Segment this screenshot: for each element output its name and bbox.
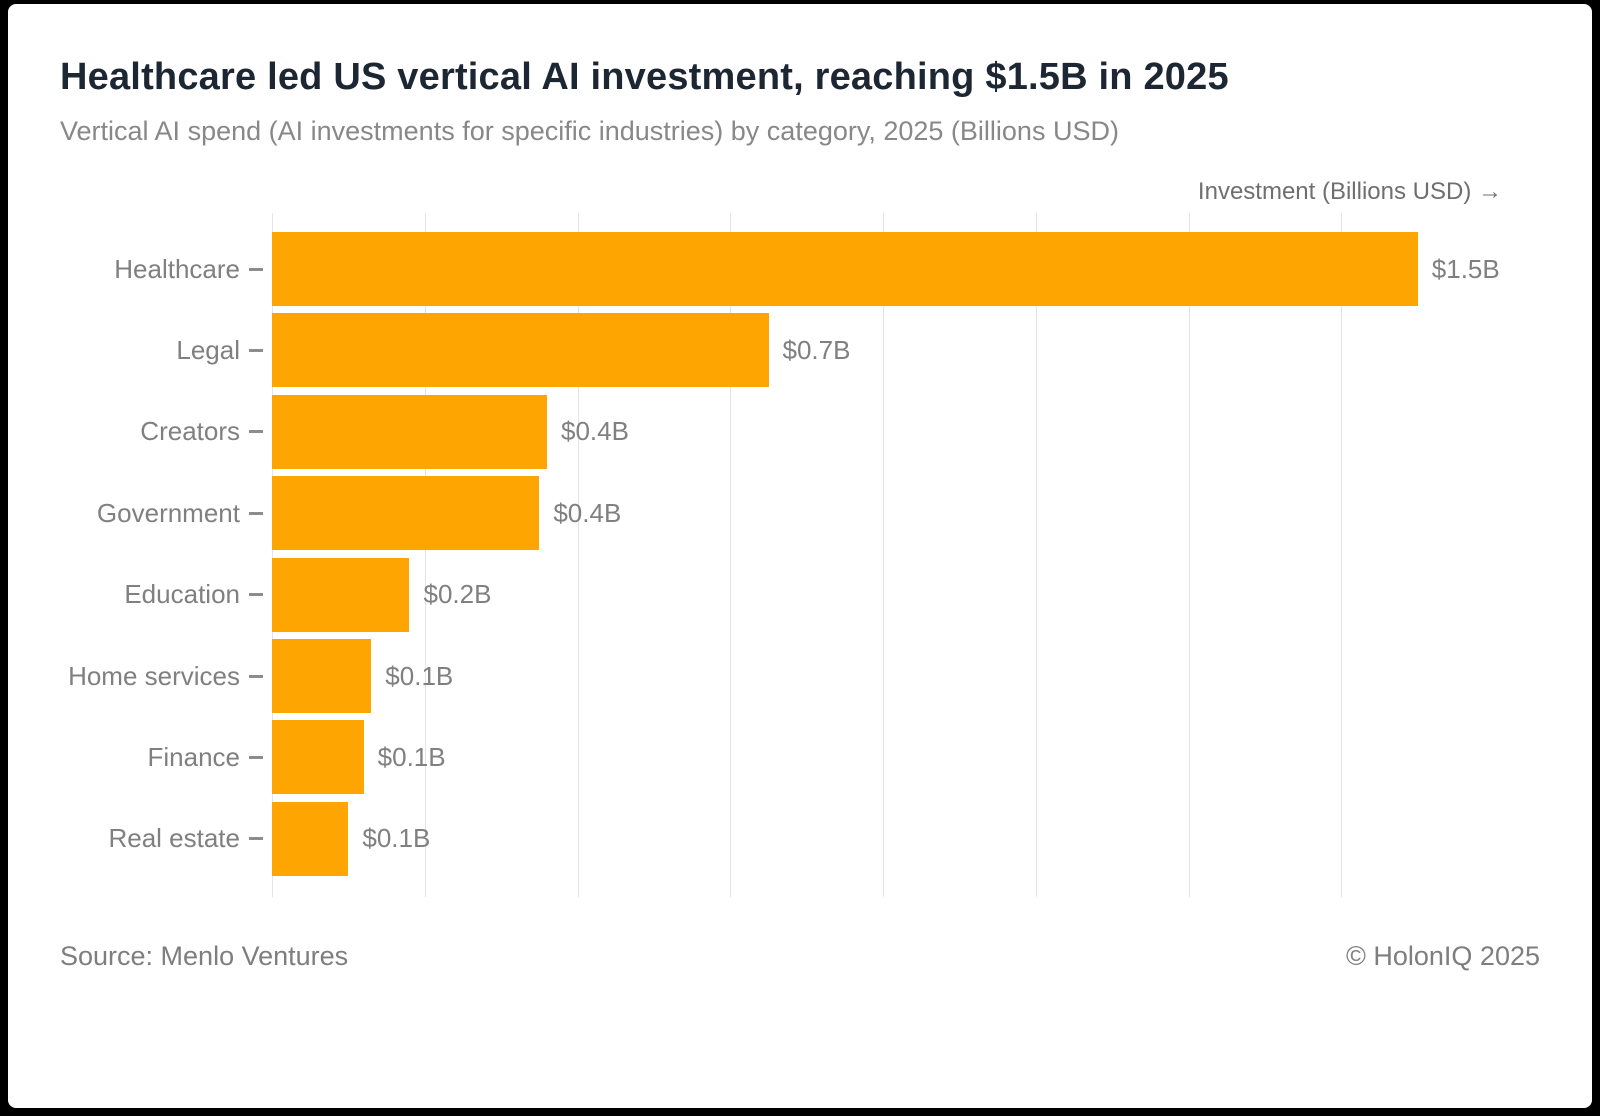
bar-row: Home services $0.1B <box>60 635 1540 716</box>
bar-area: $1.5B <box>272 228 1540 309</box>
plot-area: Healthcare $1.5B Legal $0.7B Creators $0.4B Go… <box>60 213 1540 898</box>
gridline-layer <box>272 213 1540 898</box>
category-label: Home services <box>68 660 240 691</box>
category-label: Legal <box>176 334 240 365</box>
gridline <box>1188 213 1190 898</box>
category-label: Education <box>124 579 240 610</box>
category-label: Finance <box>147 741 241 772</box>
bar-rows: Healthcare $1.5B Legal $0.7B Creators $0.4B Go… <box>60 213 1540 879</box>
bar-row: Finance $0.1B <box>60 717 1540 798</box>
axis-tick <box>249 674 263 678</box>
category-label: Healthcare <box>114 253 240 284</box>
value-label: $0.2B <box>423 579 492 610</box>
bar[interactable] <box>272 394 547 469</box>
source-note: Source: Menlo Ventures <box>60 941 349 972</box>
bar-area: $0.7B <box>272 310 1540 391</box>
chart-title: Healthcare led US vertical AI investment… <box>60 56 1229 98</box>
gridline <box>424 213 426 898</box>
bar[interactable] <box>272 232 1418 307</box>
bar-row: Real estate $0.1B <box>60 798 1540 879</box>
value-label: $1.5B <box>1431 253 1500 284</box>
bar-area: $0.1B <box>272 717 1540 798</box>
gridline <box>577 213 579 898</box>
gridline <box>1035 213 1037 898</box>
bar-area: $0.2B <box>272 554 1540 635</box>
bar[interactable] <box>272 476 540 551</box>
value-label: $0.4B <box>553 497 622 528</box>
gridline <box>272 213 273 898</box>
x-axis-label: Investment (Billions USD) → <box>1197 178 1502 206</box>
axis-tick <box>249 837 263 841</box>
category-label: Creators <box>140 416 240 447</box>
bar-row: Healthcare $1.5B <box>60 228 1540 309</box>
bar[interactable] <box>272 639 372 713</box>
copyright-note: © HolonIQ 2025 <box>1345 941 1540 972</box>
chart-card: Healthcare led US vertical AI investment… <box>8 4 1592 1108</box>
axis-tick <box>249 430 263 434</box>
bar-row: Government $0.4B <box>60 473 1540 554</box>
bar-row: Education $0.2B <box>60 554 1540 635</box>
bar-area: $0.4B <box>272 473 1540 554</box>
value-label: $0.4B <box>560 416 629 447</box>
bar-row: Legal $0.7B <box>60 310 1540 391</box>
axis-tick <box>249 511 263 515</box>
gridline <box>730 213 732 898</box>
bar-row: Creators $0.4B <box>60 391 1540 472</box>
bar[interactable] <box>272 720 364 795</box>
chart-subtitle: Vertical AI spend (AI investments for sp… <box>60 116 1119 147</box>
chart-footer: Source: Menlo Ventures © HolonIQ 2025 <box>60 941 1540 972</box>
bar[interactable] <box>272 313 769 388</box>
value-label: $0.1B <box>385 660 454 691</box>
gridline <box>1341 213 1343 898</box>
bar[interactable] <box>272 801 349 876</box>
value-label: $0.1B <box>377 741 446 772</box>
gridline <box>883 213 885 898</box>
category-label: Government <box>96 497 240 528</box>
bar[interactable] <box>272 557 410 632</box>
value-label: $0.7B <box>782 334 851 365</box>
bar-area: $0.1B <box>272 798 1540 879</box>
axis-tick <box>249 348 263 352</box>
bar-area: $0.4B <box>272 391 1540 472</box>
category-label: Real estate <box>108 823 240 854</box>
value-label: $0.1B <box>362 823 431 854</box>
bar-area: $0.1B <box>272 635 1540 716</box>
axis-tick <box>249 593 263 597</box>
axis-tick <box>249 267 263 271</box>
axis-tick <box>249 755 263 759</box>
